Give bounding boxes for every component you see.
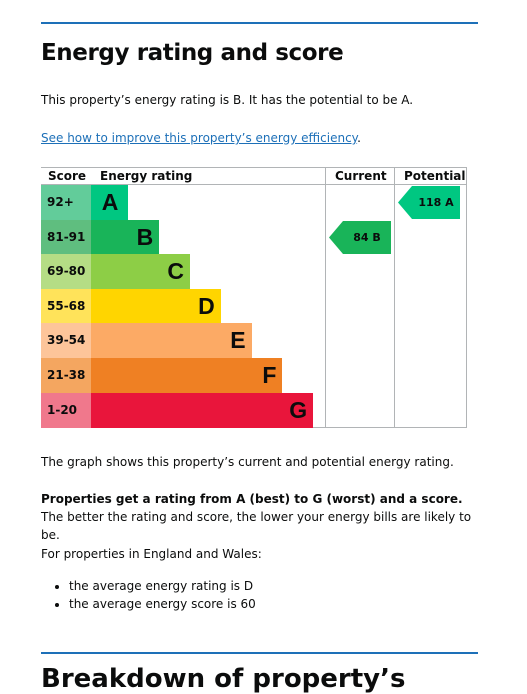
- band-score-f: 21-38: [41, 358, 91, 393]
- page-heading: Energy rating and score: [41, 40, 344, 66]
- potential-rating-arrow: 118 A: [398, 185, 460, 220]
- improve-efficiency-link[interactable]: See how to improve this property’s energ…: [41, 131, 358, 145]
- band-bar-a: A: [91, 185, 129, 220]
- section-divider-top: [41, 22, 478, 24]
- potential-rating-arrow-shape: [398, 186, 460, 219]
- band-bar-d: D: [91, 288, 221, 324]
- potential-rating-arrow-label: 118 A: [418, 196, 454, 209]
- chart-top-border: [41, 167, 467, 168]
- average-score-item: the average energy score is 60: [69, 595, 256, 613]
- graph-caption: The graph shows this property’s current …: [41, 455, 454, 469]
- band-score-c: 69-80: [41, 254, 91, 290]
- current-rating-arrow: 84 B: [329, 220, 391, 255]
- ratings-explanation-bold: Properties get a rating from A (best) to…: [41, 492, 463, 506]
- chart-header-row: [41, 167, 467, 185]
- current-rating-arrow-shape: [329, 220, 391, 254]
- band-score-d: 55-68: [41, 288, 91, 324]
- band-score-g: 1-20: [41, 392, 91, 428]
- next-section-heading: Breakdown of property’s: [41, 664, 406, 694]
- band-score-e: 39-54: [41, 323, 91, 359]
- ratings-explanation: Properties get a rating from A (best) to…: [41, 490, 478, 544]
- improve-link-paragraph: See how to improve this property’s energ…: [41, 129, 478, 147]
- current-rating-arrow-label: 84 B: [353, 230, 381, 244]
- band-score-b: 81-91: [41, 219, 91, 255]
- header-energy-rating: Energy rating: [100, 169, 193, 183]
- band-score-a: 92+: [41, 185, 91, 220]
- current-rating-arrow-polygon: [329, 220, 391, 254]
- region-intro: For properties in England and Wales:: [41, 547, 262, 561]
- header-current: Current: [335, 169, 387, 183]
- section-divider-bottom: [41, 652, 478, 654]
- ratings-explanation-rest: The better the rating and score, the low…: [41, 510, 472, 542]
- header-potential: Potential: [404, 169, 466, 183]
- averages-list: the average energy rating is D the avera…: [41, 577, 256, 613]
- band-bar-g: G: [91, 392, 314, 428]
- potential-column-divider: [394, 167, 395, 428]
- average-rating-item: the average energy rating is D: [69, 577, 256, 595]
- chart-right-border: [466, 167, 467, 428]
- energy-rating-chart: Score Energy rating Current Potential 92…: [41, 167, 467, 428]
- band-bar-b: B: [91, 219, 160, 255]
- header-score: Score: [48, 169, 87, 183]
- current-column-divider: [325, 167, 326, 428]
- potential-rating-arrow-polygon: [398, 186, 460, 219]
- rating-summary: This property’s energy rating is B. It h…: [41, 93, 414, 107]
- band-bar-e: E: [91, 323, 252, 359]
- link-suffix: .: [357, 131, 361, 145]
- band-bar-f: F: [91, 358, 283, 393]
- band-bar-c: C: [91, 254, 190, 290]
